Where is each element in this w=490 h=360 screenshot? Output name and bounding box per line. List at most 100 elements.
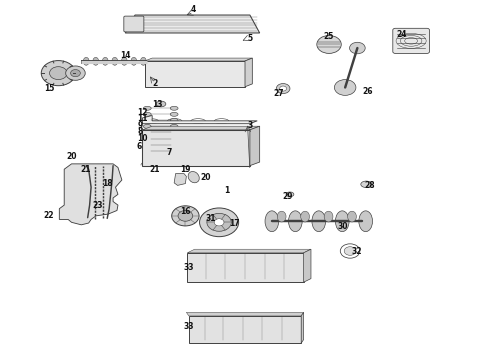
FancyBboxPatch shape xyxy=(393,28,429,53)
Ellipse shape xyxy=(361,181,371,188)
Text: 1: 1 xyxy=(224,185,229,194)
Text: 32: 32 xyxy=(351,247,362,256)
Text: 27: 27 xyxy=(273,89,284,98)
Text: 3: 3 xyxy=(247,121,253,130)
Circle shape xyxy=(340,244,360,258)
Text: 33: 33 xyxy=(183,264,194,273)
Ellipse shape xyxy=(83,57,89,65)
Text: 30: 30 xyxy=(338,222,348,231)
Ellipse shape xyxy=(170,149,178,153)
Text: 19: 19 xyxy=(180,165,191,174)
Circle shape xyxy=(49,67,67,80)
Ellipse shape xyxy=(289,211,302,231)
Ellipse shape xyxy=(324,211,333,222)
Ellipse shape xyxy=(167,119,182,124)
Text: 23: 23 xyxy=(93,201,103,210)
Text: 15: 15 xyxy=(45,84,55,93)
Text: 29: 29 xyxy=(283,192,293,201)
Circle shape xyxy=(71,178,108,205)
Polygon shape xyxy=(143,126,260,130)
Circle shape xyxy=(317,36,341,53)
Ellipse shape xyxy=(144,125,151,129)
Ellipse shape xyxy=(188,171,199,183)
Text: 11: 11 xyxy=(138,114,148,123)
Circle shape xyxy=(66,66,85,80)
Ellipse shape xyxy=(335,211,349,231)
Text: 4: 4 xyxy=(191,5,196,14)
Text: 13: 13 xyxy=(152,100,163,109)
Text: 25: 25 xyxy=(323,32,334,41)
Text: 17: 17 xyxy=(229,219,240,228)
Text: 7: 7 xyxy=(167,148,172,157)
Ellipse shape xyxy=(170,125,178,129)
Circle shape xyxy=(199,208,239,237)
Ellipse shape xyxy=(170,130,178,134)
Ellipse shape xyxy=(170,136,178,140)
Text: 10: 10 xyxy=(138,134,148,143)
Text: 21: 21 xyxy=(150,165,160,174)
Ellipse shape xyxy=(145,134,159,160)
Polygon shape xyxy=(174,174,186,185)
Text: 33: 33 xyxy=(183,322,194,331)
Circle shape xyxy=(214,219,224,226)
Polygon shape xyxy=(145,58,252,61)
Ellipse shape xyxy=(141,57,147,65)
Ellipse shape xyxy=(144,119,159,124)
Ellipse shape xyxy=(286,192,294,197)
Circle shape xyxy=(60,209,72,217)
Text: 20: 20 xyxy=(200,173,211,182)
Ellipse shape xyxy=(277,211,286,222)
Text: 2: 2 xyxy=(152,79,157,88)
Polygon shape xyxy=(304,249,311,282)
Ellipse shape xyxy=(144,106,151,110)
Ellipse shape xyxy=(170,118,178,122)
Ellipse shape xyxy=(170,106,178,110)
Ellipse shape xyxy=(93,57,98,65)
Circle shape xyxy=(71,69,80,77)
Circle shape xyxy=(41,60,75,86)
Text: 24: 24 xyxy=(396,30,407,39)
Polygon shape xyxy=(301,312,304,343)
Ellipse shape xyxy=(102,57,108,65)
Ellipse shape xyxy=(147,65,161,82)
Polygon shape xyxy=(245,58,252,87)
Text: 21: 21 xyxy=(80,165,91,174)
Polygon shape xyxy=(143,116,257,124)
Ellipse shape xyxy=(265,211,279,231)
Polygon shape xyxy=(186,312,304,316)
Circle shape xyxy=(334,80,356,95)
Circle shape xyxy=(276,84,290,94)
Ellipse shape xyxy=(301,211,310,222)
Polygon shape xyxy=(143,130,250,166)
Text: 22: 22 xyxy=(43,211,54,220)
Ellipse shape xyxy=(218,134,233,160)
Text: 18: 18 xyxy=(102,179,113,188)
Ellipse shape xyxy=(122,57,127,65)
Ellipse shape xyxy=(144,112,151,116)
Ellipse shape xyxy=(144,149,151,153)
Text: 14: 14 xyxy=(120,51,130,60)
Polygon shape xyxy=(187,253,304,282)
Text: 20: 20 xyxy=(66,152,76,161)
Ellipse shape xyxy=(112,57,118,65)
Text: 12: 12 xyxy=(138,108,148,117)
Ellipse shape xyxy=(169,134,184,160)
Circle shape xyxy=(349,42,365,54)
Circle shape xyxy=(86,189,94,194)
Ellipse shape xyxy=(102,201,110,208)
Circle shape xyxy=(79,184,100,199)
Circle shape xyxy=(280,86,287,91)
Ellipse shape xyxy=(169,65,183,82)
Ellipse shape xyxy=(170,143,178,147)
Text: 6: 6 xyxy=(137,142,142,151)
Text: 16: 16 xyxy=(180,207,191,216)
Text: 5: 5 xyxy=(247,34,252,43)
Polygon shape xyxy=(187,249,311,253)
Text: 8: 8 xyxy=(138,127,143,136)
Ellipse shape xyxy=(156,101,166,107)
Circle shape xyxy=(344,247,356,255)
Ellipse shape xyxy=(312,211,326,231)
Ellipse shape xyxy=(214,65,228,82)
Polygon shape xyxy=(189,316,301,343)
FancyBboxPatch shape xyxy=(124,16,144,32)
